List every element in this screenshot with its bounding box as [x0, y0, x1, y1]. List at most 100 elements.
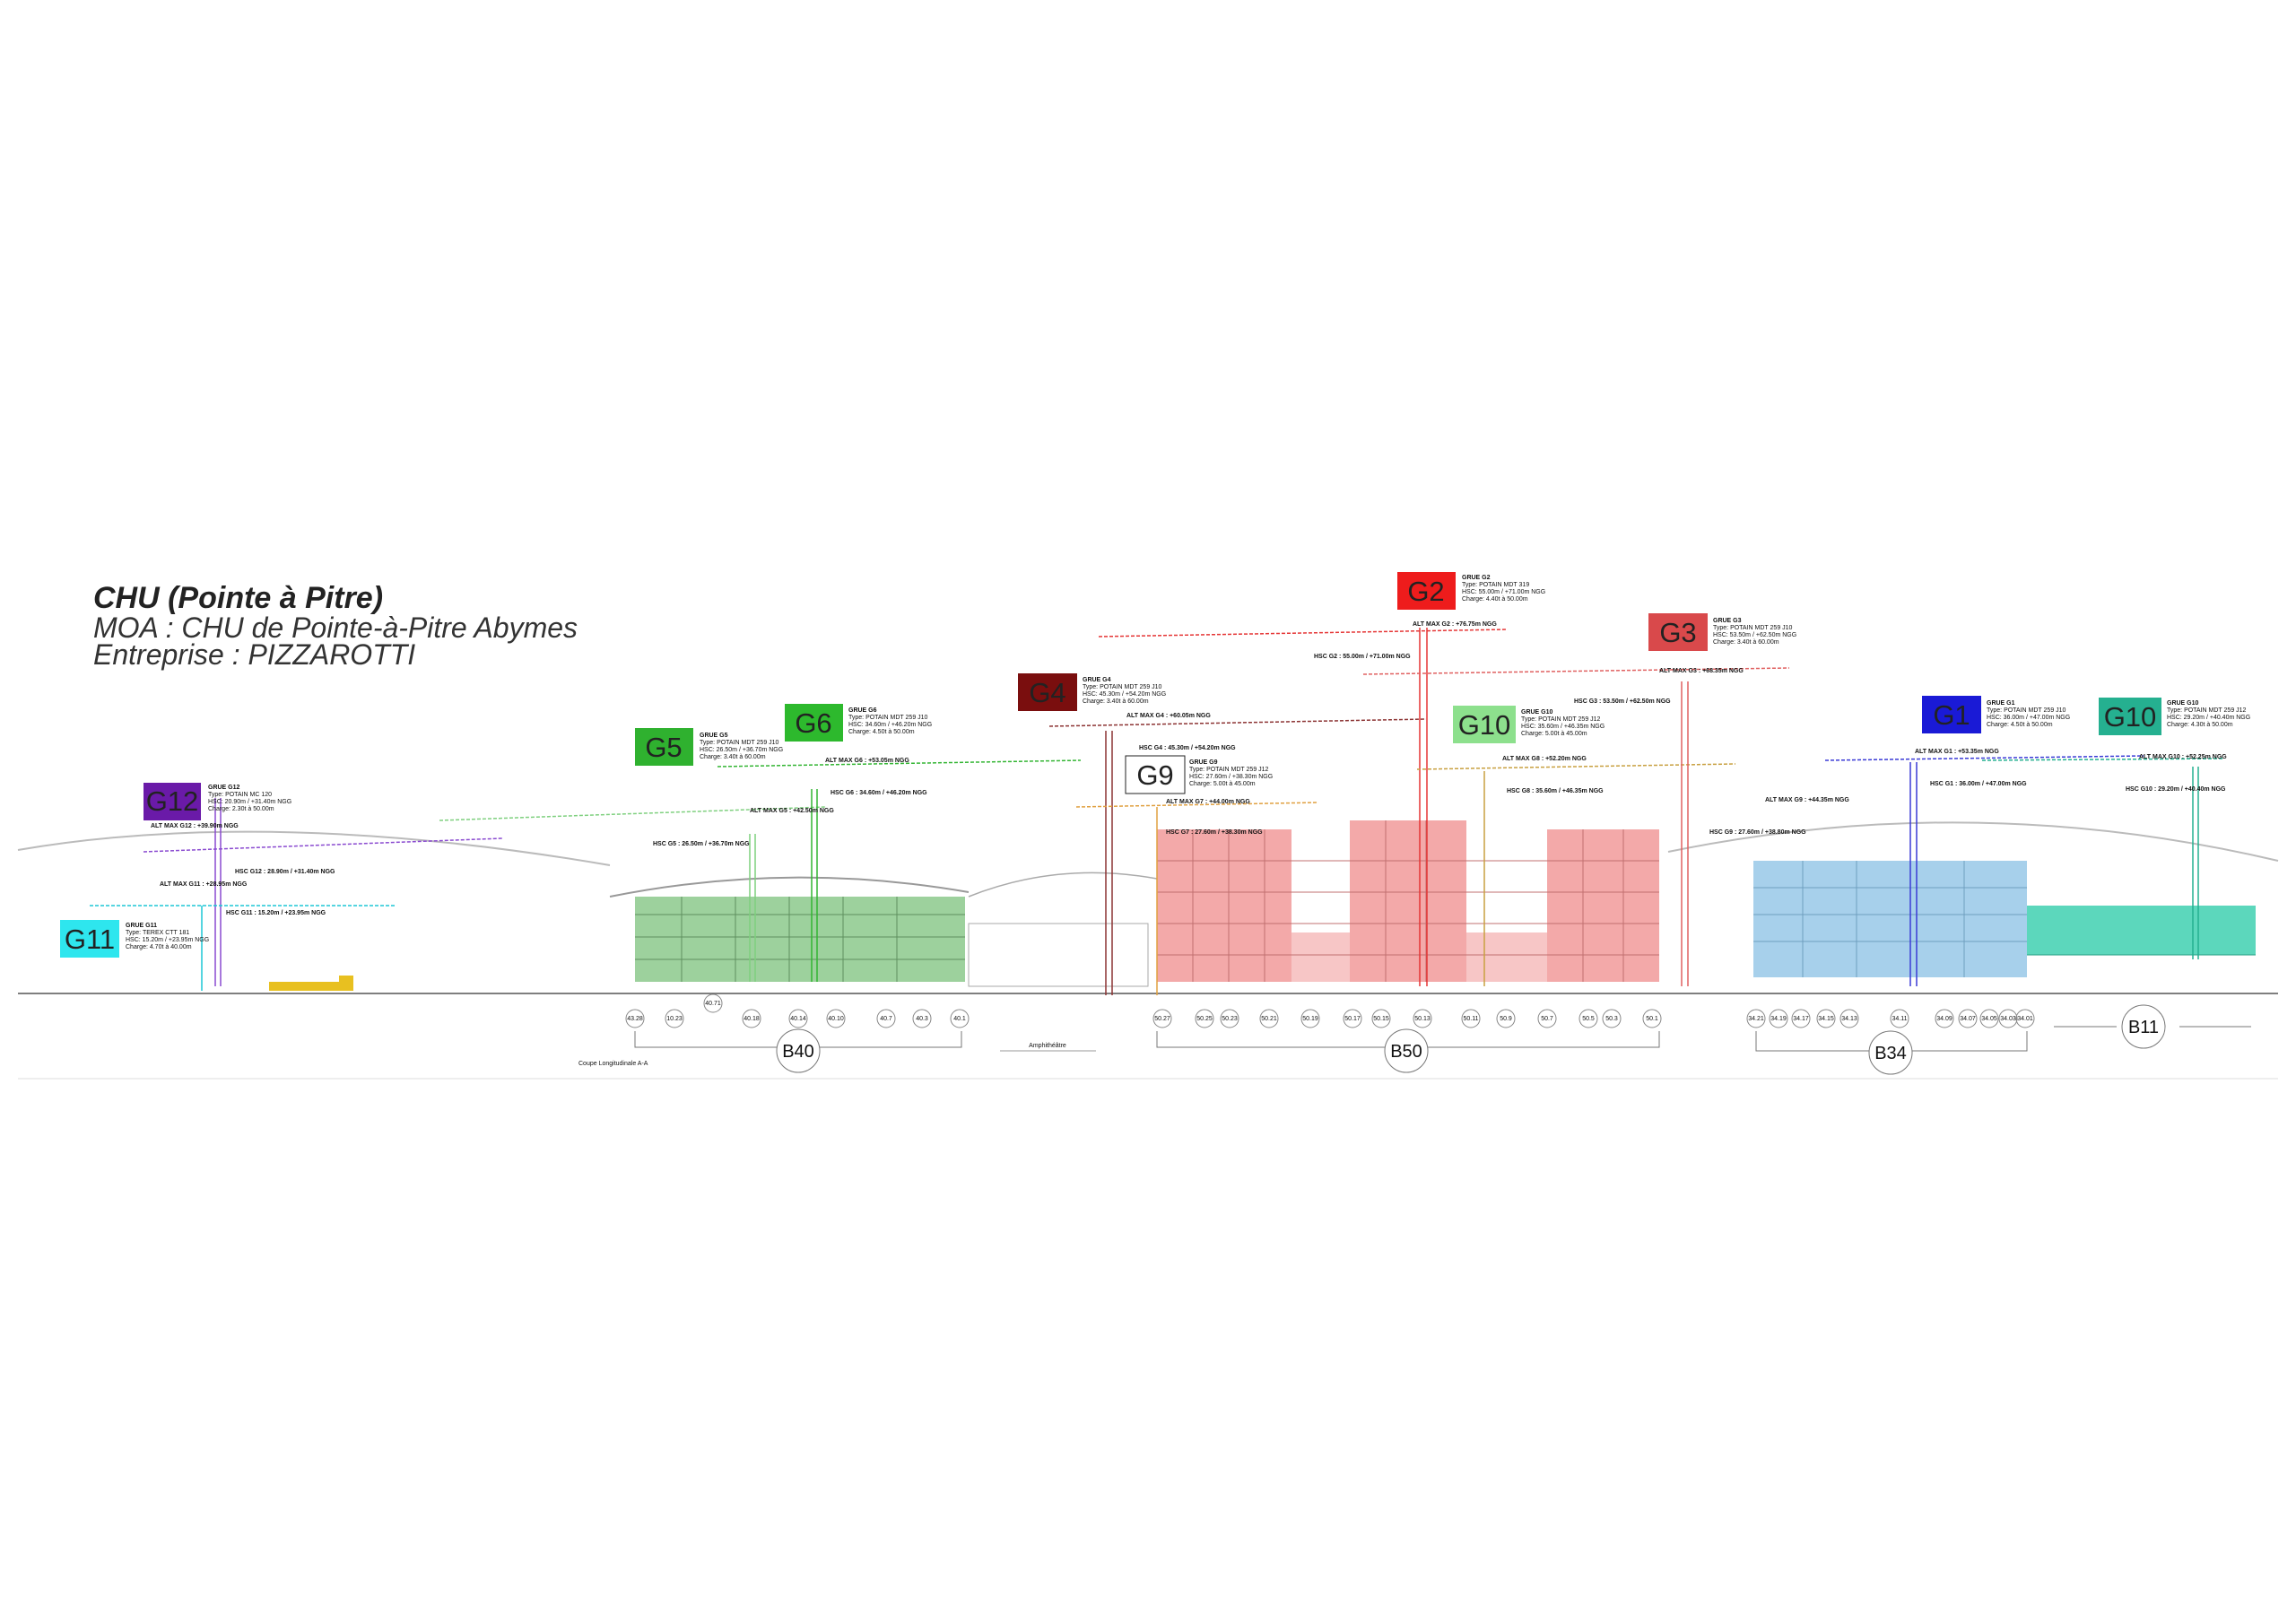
svg-text:Charge: 3.40t à 60.00m: Charge: 3.40t à 60.00m: [700, 754, 766, 760]
hsc-note-g10: HSC G8 : 35.60m / +46.35m NGG: [1507, 788, 1604, 794]
svg-text:40.14: 40.14: [790, 1016, 806, 1022]
crane-tag-g10: G10: [1453, 706, 1516, 743]
svg-text:50.27: 50.27: [1154, 1016, 1170, 1022]
b50-hatch-2: [1350, 820, 1466, 982]
crane-g2-structure: [1098, 628, 1508, 986]
svg-text:G12: G12: [146, 785, 199, 817]
svg-text:50.23: 50.23: [1222, 1016, 1238, 1022]
svg-text:HSC: 26.50m / +36.70m NGG: HSC: 26.50m / +36.70m NGG: [700, 747, 783, 753]
svg-text:Type: POTAIN MDT 259 J10: Type: POTAIN MDT 259 J10: [848, 715, 928, 721]
svg-text:40.10: 40.10: [828, 1016, 844, 1022]
crane-tag-g10b: G10: [2099, 698, 2161, 735]
svg-text:HSC: 20.90m / +31.40m NGG: HSC: 20.90m / +31.40m NGG: [208, 799, 291, 805]
alt-note-g5: ALT MAX G5 : +42.50m NGG: [750, 808, 834, 814]
svg-text:G1: G1: [1933, 699, 1970, 731]
svg-text:Type: POTAIN MDT 259 J10: Type: POTAIN MDT 259 J10: [700, 740, 779, 746]
svg-text:G3: G3: [1659, 617, 1696, 648]
svg-text:GRUE G12: GRUE G12: [208, 785, 240, 791]
svg-text:Charge: 4.50t à 50.00m: Charge: 4.50t à 50.00m: [848, 729, 915, 735]
svg-text:GRUE G4: GRUE G4: [1083, 677, 1111, 683]
crane-tag-g9: G9: [1125, 755, 1186, 794]
svg-text:B40: B40: [782, 1042, 814, 1062]
svg-text:G5: G5: [645, 732, 682, 763]
svg-text:50.1: 50.1: [1646, 1016, 1658, 1022]
svg-text:40.1: 40.1: [953, 1016, 966, 1022]
crane-g1-structure: [1824, 755, 2144, 986]
svg-text:Type: POTAIN MDT 319: Type: POTAIN MDT 319: [1462, 582, 1529, 588]
building-b34: [1753, 861, 2027, 977]
svg-text:50.25: 50.25: [1196, 1016, 1213, 1022]
svg-text:Charge: 4.70t à 40.00m: Charge: 4.70t à 40.00m: [126, 944, 192, 950]
block-label-b11: B11: [2054, 1004, 2251, 1049]
svg-text:Type: POTAIN MDT 259 J10: Type: POTAIN MDT 259 J10: [1713, 625, 1793, 631]
svg-text:HSC: 29.20m / +40.40m NGG: HSC: 29.20m / +40.40m NGG: [2167, 715, 2250, 721]
svg-text:10.23: 10.23: [666, 1016, 683, 1022]
svg-text:GRUE G9: GRUE G9: [1189, 759, 1218, 766]
alt-note-g10: ALT MAX G8 : +52.20m NGG: [1502, 756, 1587, 762]
svg-text:34.19: 34.19: [1770, 1016, 1787, 1022]
crane-tag-g12: G12: [144, 783, 201, 820]
b34-hatch: [1753, 861, 2027, 977]
building-b50: [1157, 820, 1659, 982]
svg-text:34.05: 34.05: [1981, 1016, 1997, 1022]
svg-text:Charge: 4.50t à 50.00m: Charge: 4.50t à 50.00m: [1987, 722, 2053, 728]
crane-tag-g3: G3: [1648, 613, 1708, 651]
hsc-note-g9b: HSC G9 : 27.60m / +38.80m NGG: [1709, 829, 1806, 836]
svg-text:50.17: 50.17: [1344, 1016, 1361, 1022]
svg-text:Type: POTAIN MDT 259 J12: Type: POTAIN MDT 259 J12: [2167, 707, 2247, 714]
svg-text:Type: POTAIN MDT 259 J10: Type: POTAIN MDT 259 J10: [1987, 707, 2066, 714]
svg-text:Charge: 5.00t à 45.00m: Charge: 5.00t à 45.00m: [1521, 731, 1587, 737]
alt-note-g4: ALT MAX G4 : +60.05m NGG: [1126, 713, 1211, 719]
svg-text:40.18: 40.18: [744, 1016, 760, 1022]
hsc-note-g5: HSC G5 : 26.50m / +36.70m NGG: [653, 841, 750, 847]
svg-text:G10: G10: [1458, 709, 1511, 741]
svg-text:B11: B11: [2128, 1018, 2159, 1037]
crane-tag-g1: G1: [1922, 696, 1981, 733]
alt-note-g11: ALT MAX G11 : +28.95m NGG: [160, 881, 248, 888]
svg-text:Charge: 5.00t à 45.00m: Charge: 5.00t à 45.00m: [1189, 781, 1256, 787]
svg-text:B50: B50: [1390, 1042, 1422, 1062]
svg-text:34.17: 34.17: [1793, 1016, 1809, 1022]
svg-text:HSC: 55.00m / +71.00m NGG: HSC: 55.00m / +71.00m NGG: [1462, 589, 1545, 595]
b50-grid: [1157, 820, 1659, 982]
entreprise-line: Entreprise : PIZZAROTTI: [93, 638, 416, 671]
svg-text:HSC: 15.20m / +23.95m NGG: HSC: 15.20m / +23.95m NGG: [126, 937, 209, 943]
b40-hatch: [635, 897, 965, 982]
amphitheatre-structure: [968, 872, 1158, 987]
svg-text:Type: POTAIN MDT 259 J12: Type: POTAIN MDT 259 J12: [1521, 716, 1601, 723]
level-markers-b40: 43.28 10.23 40.71 40.18 40.14 40.10 40.7…: [625, 993, 970, 1028]
svg-text:GRUE G6: GRUE G6: [848, 707, 877, 714]
hsc-note-g9: HSC G7 : 27.60m / +38.30m NGG: [1166, 829, 1263, 836]
block-label-b50: B50: [1156, 1028, 1660, 1073]
svg-text:40.7: 40.7: [880, 1016, 892, 1022]
crane-tag-g6: G6: [785, 704, 843, 742]
svg-text:G11: G11: [65, 924, 115, 955]
terrain-profile-right: [1667, 821, 2279, 862]
hsc-note-g2: HSC G2 : 55.00m / +71.00m NGG: [1314, 654, 1411, 660]
svg-text:HSC: 27.60m / +38.30m NGG: HSC: 27.60m / +38.30m NGG: [1189, 774, 1273, 780]
section-caption: Coupe Longitudinale A-A: [578, 1061, 648, 1067]
svg-text:50.3: 50.3: [1605, 1016, 1618, 1022]
svg-text:GRUE G3: GRUE G3: [1713, 618, 1742, 624]
svg-text:Charge: 4.30t à 50.00m: Charge: 4.30t à 50.00m: [2167, 722, 2233, 728]
terrain-profile-left: [17, 830, 611, 866]
svg-text:34.13: 34.13: [1841, 1016, 1857, 1022]
svg-text:Charge: 2.30t à 50.00m: Charge: 2.30t à 50.00m: [208, 806, 274, 812]
hsc-note-g3: HSC G3 : 53.50m / +62.50m NGG: [1574, 698, 1671, 705]
alt-note-g3: ALT MAX G3 : +68.35m NGG: [1659, 668, 1744, 674]
svg-text:50.15: 50.15: [1373, 1016, 1389, 1022]
svg-text:34.09: 34.09: [1936, 1016, 1952, 1022]
moa-line: MOA : CHU de Pointe-à-Pitre Abymes: [93, 612, 578, 644]
svg-text:G9: G9: [1136, 759, 1173, 791]
svg-text:G4: G4: [1029, 677, 1065, 708]
svg-text:40.71: 40.71: [705, 1001, 721, 1007]
hsc-note-g11: HSC G11 : 15.20m / +23.95m NGG: [226, 910, 326, 916]
truck-icon: [269, 976, 353, 991]
hsc-note-g1: HSC G1 : 36.00m / +47.00m NGG: [1930, 781, 2027, 787]
crane-g10-structure: [1416, 763, 1736, 986]
building-b40: [609, 876, 970, 982]
